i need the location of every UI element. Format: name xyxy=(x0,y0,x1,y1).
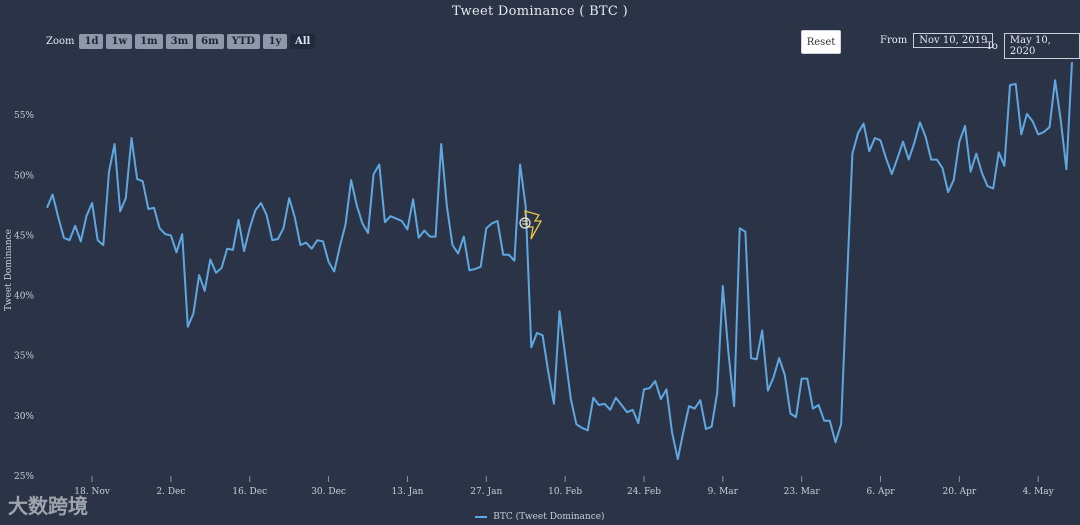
x-tick-label: 2. Dec xyxy=(156,487,185,497)
x-tick-label: 24. Feb xyxy=(627,487,661,497)
y-tick-label: 30% xyxy=(14,412,34,422)
x-tick-label: 6. Apr xyxy=(867,487,896,497)
y-tick-label: 55% xyxy=(14,111,34,121)
y-tick-label: 50% xyxy=(14,171,34,181)
x-tick-label: 20. Apr xyxy=(942,487,976,497)
x-tick-label: 9. Mar xyxy=(708,487,739,497)
x-tick-label: 4. May xyxy=(1023,487,1055,497)
chart-area: 25%30%35%40%45%50%55% 18. Nov 2. Dec 16. D… xyxy=(0,0,1080,525)
x-tick-label: 16. Dec xyxy=(232,487,267,497)
y-tick-label: 40% xyxy=(14,292,34,302)
annotation-flag-icon[interactable] xyxy=(520,211,541,239)
x-tick-label: 13. Jan xyxy=(391,487,423,497)
watermark-logo: 大数跨境 xyxy=(8,490,88,519)
y-tick-label: 35% xyxy=(14,352,34,362)
legend-swatch xyxy=(475,516,487,518)
y-tick-label: 25% xyxy=(14,472,34,482)
x-tick-label: 23. Mar xyxy=(784,487,821,497)
y-axis-label: Tweet Dominance xyxy=(4,229,14,311)
y-tick-label: 45% xyxy=(14,231,34,241)
series-line-btc[interactable] xyxy=(47,62,1072,459)
x-tick-label: 30. Dec xyxy=(311,487,346,497)
legend-item-btc[interactable]: BTC (Tweet Dominance) xyxy=(493,512,604,522)
x-tick-label: 10. Feb xyxy=(548,487,582,497)
legend[interactable]: BTC (Tweet Dominance) xyxy=(0,512,1080,522)
x-tick-label: 27. Jan xyxy=(470,487,502,497)
